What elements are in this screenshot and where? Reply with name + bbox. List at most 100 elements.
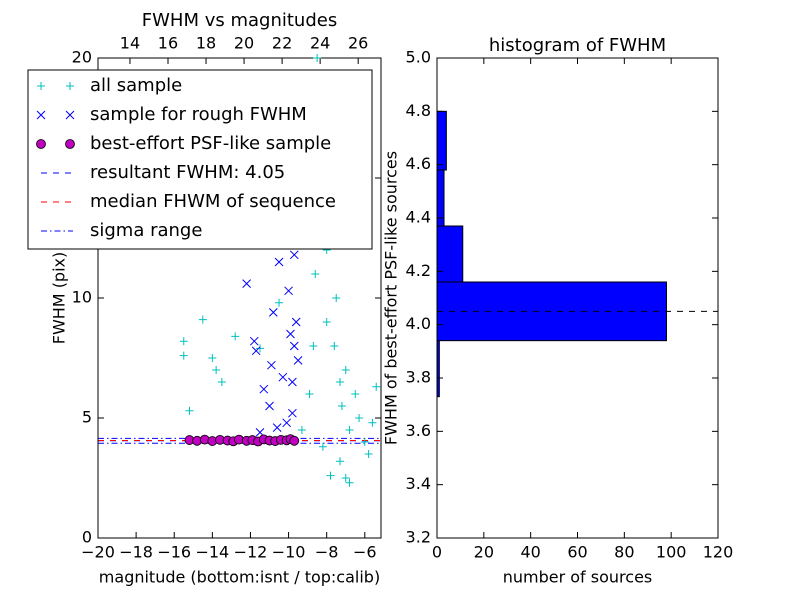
- point: [318, 442, 327, 451]
- point: [332, 294, 341, 302]
- point: [351, 390, 360, 398]
- x-tick-label: −10: [272, 543, 306, 562]
- chart-title: histogram of FWHM: [489, 35, 666, 56]
- x-tick-label: 120: [703, 543, 734, 562]
- point: [345, 426, 354, 434]
- point: [341, 366, 350, 374]
- point: [355, 414, 364, 422]
- plot-area: [437, 110, 718, 398]
- legend-label: all sample: [90, 75, 182, 96]
- point: [345, 478, 354, 487]
- point: [286, 329, 295, 339]
- axes: −20 −18 −16 −14 −12 −10 −8 −6 14 16 18 20 22 24 26 0 5 10…: [50, 10, 382, 587]
- x-tick-label: 60: [567, 543, 587, 562]
- x-tick-label: 100: [656, 543, 687, 562]
- point: [288, 408, 297, 418]
- y-tick-label: 4.4: [406, 208, 431, 227]
- point: [372, 382, 381, 391]
- bar: [437, 225, 464, 283]
- y-axis-label: FWHM (pix): [50, 252, 69, 345]
- legend-marker: [36, 139, 46, 149]
- point: [330, 342, 339, 350]
- x2-tick-label: 26: [348, 34, 368, 53]
- point: [326, 471, 335, 480]
- bar: [437, 110, 447, 171]
- point: [297, 426, 306, 434]
- legend-marker: [37, 82, 45, 90]
- point: [313, 54, 322, 62]
- point: [289, 250, 299, 260]
- point: [278, 372, 288, 382]
- point: [179, 351, 188, 360]
- point: [275, 298, 284, 307]
- x2-tick-label: 22: [272, 34, 292, 53]
- point: [267, 360, 276, 370]
- y-tick-label: 3.6: [406, 421, 431, 440]
- axes-frame: [97, 57, 382, 539]
- y-tick-label: 3.8: [406, 368, 431, 387]
- point: [360, 438, 369, 446]
- point: [268, 308, 278, 317]
- chart-title: FWHM vs magnitudes: [142, 10, 337, 31]
- y-axis-label: FWHM of best-effort PSF-like sources: [382, 151, 401, 445]
- point: [311, 270, 320, 278]
- point: [185, 406, 194, 415]
- point: [255, 344, 264, 353]
- x-tick-label: −20: [81, 543, 115, 562]
- point: [336, 378, 345, 386]
- point: [293, 356, 303, 365]
- point: [274, 257, 284, 267]
- x2-tick-label: 14: [120, 34, 140, 53]
- point: [208, 354, 217, 362]
- y-tick-label: 10: [72, 288, 92, 307]
- point: [289, 435, 300, 446]
- x2-tick-label: 18: [196, 34, 216, 53]
- legend-marker: [65, 139, 75, 149]
- legend-label: best-effort PSF-like sample: [90, 133, 331, 154]
- x-tick-label: 80: [614, 543, 634, 562]
- point: [336, 457, 345, 466]
- y-tick-label: 20: [72, 48, 92, 67]
- legend-label: resultant FWHM: 4.05: [90, 162, 285, 183]
- y-tick-label: 5: [82, 408, 92, 427]
- x-tick-label: −6: [353, 543, 377, 562]
- legend-label: median FHWM of sequence: [90, 191, 336, 212]
- x-tick-label: −12: [234, 543, 268, 562]
- y-tick-label: 0: [82, 528, 92, 547]
- x-tick-label: −8: [315, 543, 339, 562]
- point: [212, 366, 221, 374]
- y-tick-label: 4.2: [406, 261, 431, 280]
- point: [249, 336, 259, 346]
- point: [291, 317, 301, 327]
- point: [272, 423, 282, 432]
- point: [364, 450, 373, 458]
- legend-marker: [66, 82, 74, 90]
- y-tick-label: 4.0: [406, 314, 431, 333]
- legend-label: sigma range: [90, 220, 202, 241]
- point: [198, 315, 207, 324]
- y-tick-label: 4.6: [406, 154, 431, 173]
- legend-marker: [65, 110, 75, 120]
- x2-tick-label: 16: [158, 34, 178, 53]
- point: [251, 346, 261, 356]
- point: [259, 384, 269, 394]
- point: [231, 332, 240, 341]
- x2-tick-label: 24: [310, 34, 330, 53]
- axes-frame: [436, 57, 719, 539]
- y-tick-label: 4.8: [406, 101, 431, 120]
- point: [341, 474, 350, 482]
- axes: 0 20 40 60 80 100 120 3.2 3.4 3.6 3.8 4.0 4.2 4.4 4.6 4…: [382, 35, 734, 587]
- point: [368, 418, 377, 427]
- legend: all sample sample for rough FWHM best-effo…: [27, 69, 373, 250]
- point: [337, 402, 346, 410]
- x-axis-label: number of sources: [503, 568, 653, 587]
- x-tick-label: 20: [474, 543, 494, 562]
- x-tick-label: −18: [119, 543, 153, 562]
- legend-label: sample for rough FWHM: [90, 104, 307, 125]
- point: [289, 341, 299, 351]
- x-tick-label: −14: [195, 543, 229, 562]
- point: [288, 377, 297, 387]
- x-tick-label: 0: [432, 543, 442, 562]
- point: [284, 286, 293, 296]
- point: [282, 418, 292, 428]
